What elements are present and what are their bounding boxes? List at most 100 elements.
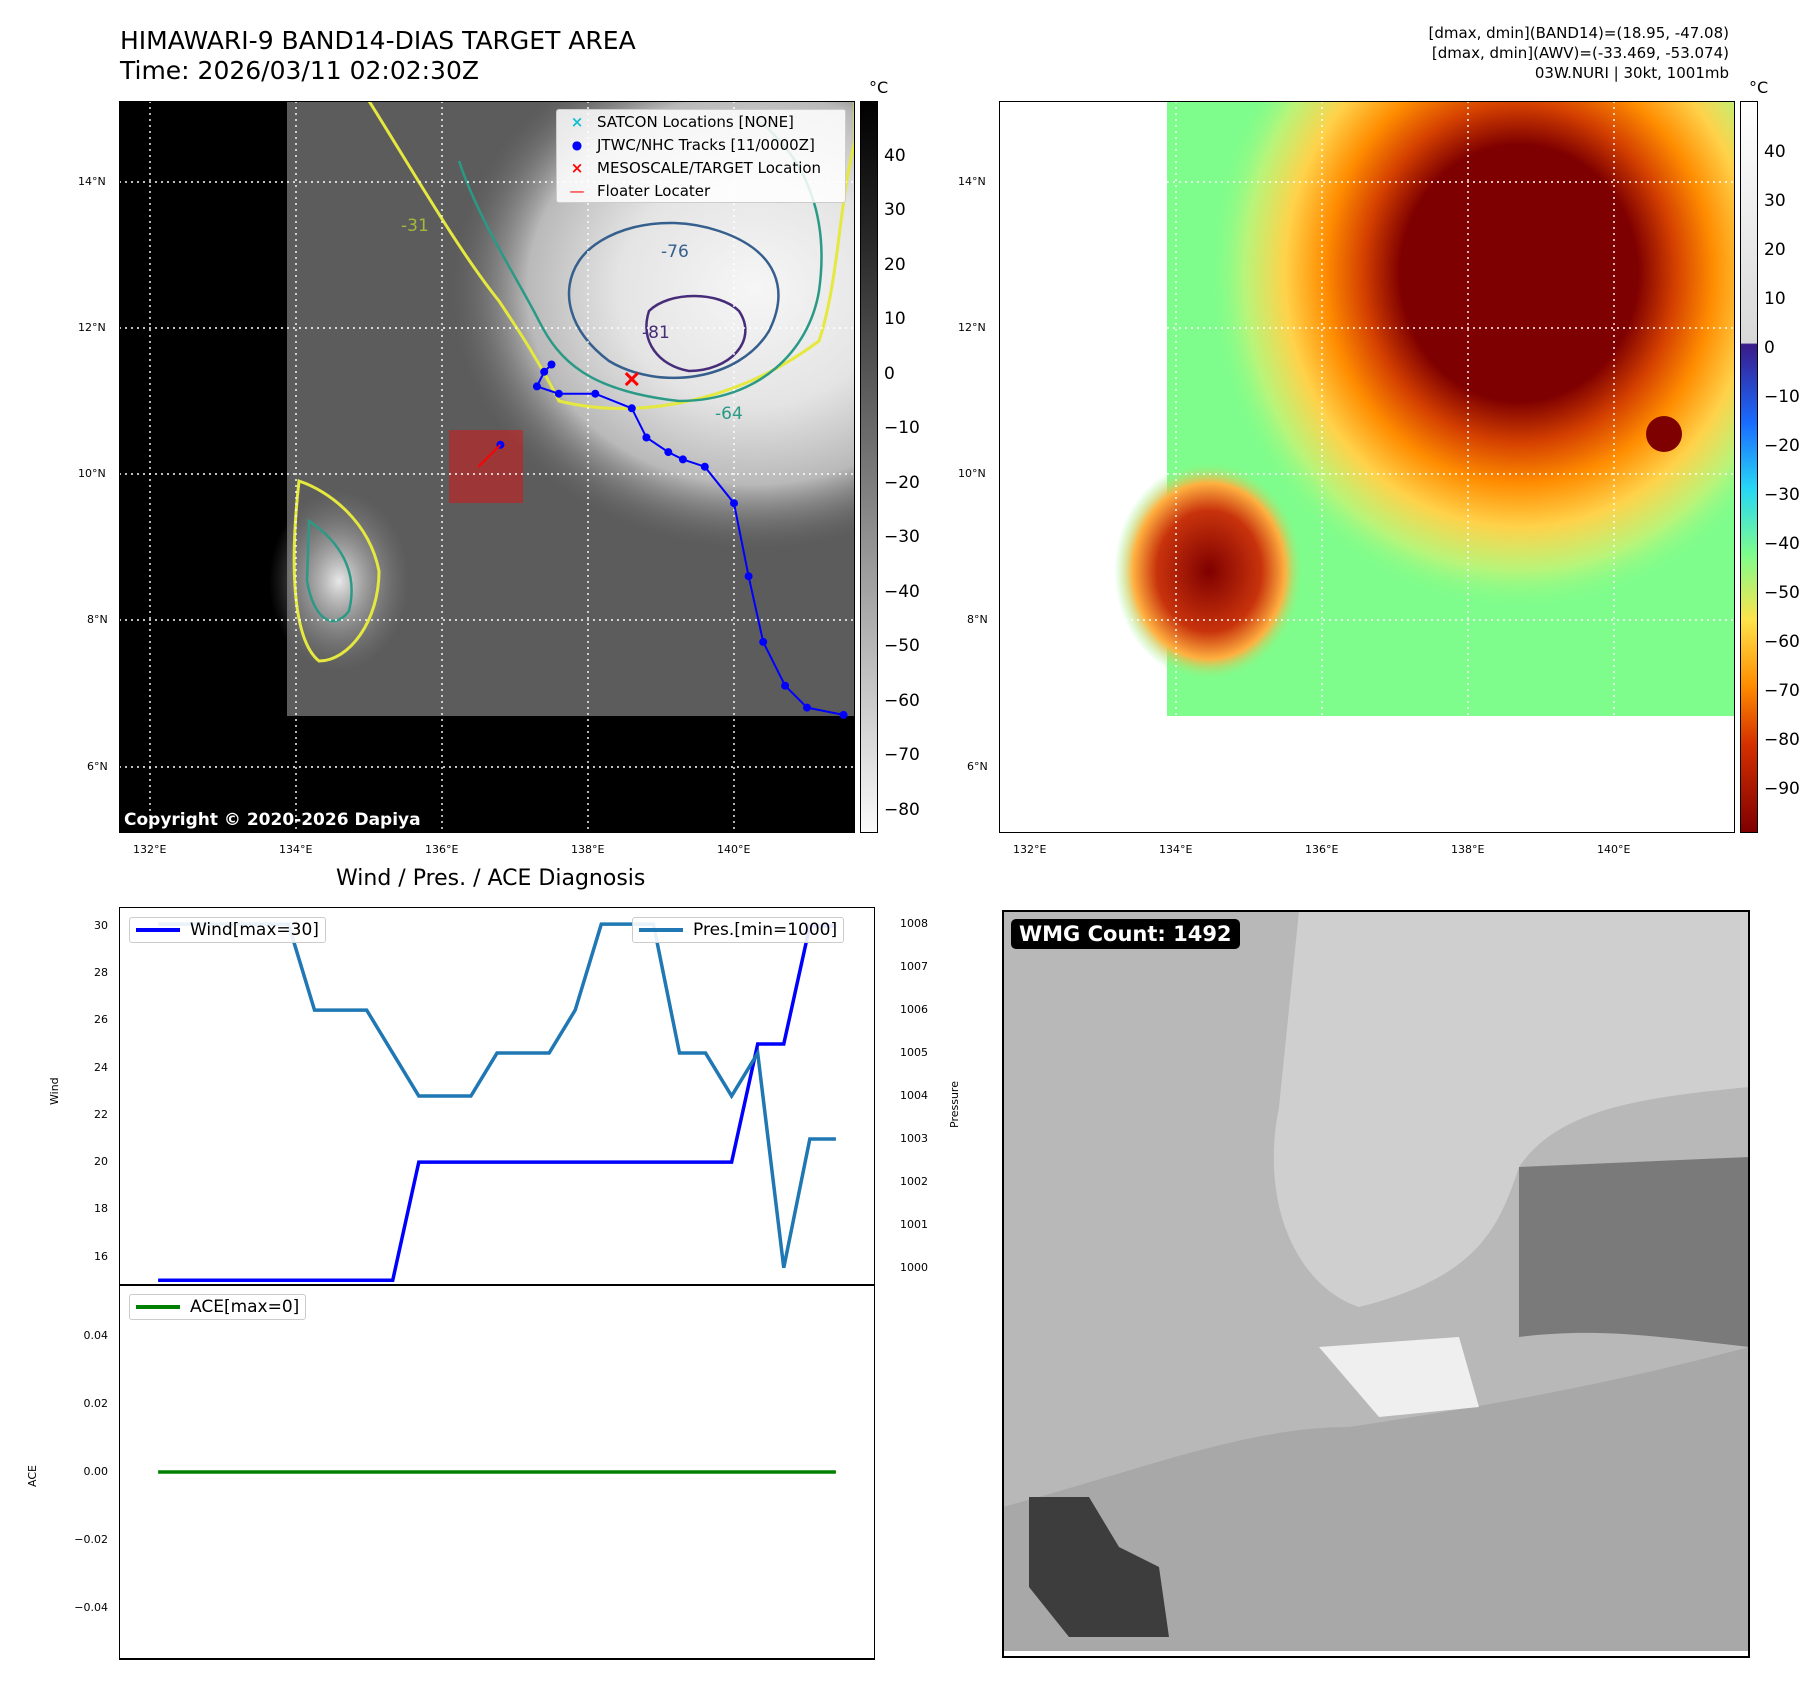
awv-west-core (1114, 461, 1304, 681)
colorbar-tick: 40 (884, 146, 906, 166)
wind-legend: Wind[max=30] (129, 917, 326, 943)
map-legend: × SATCON Locations [NONE] ● JTWC/NHC Track… (556, 109, 846, 203)
copyright: Copyright © 2020-2026 Dapiya (124, 810, 421, 830)
wmg-panel (999, 907, 1753, 1661)
target-marker (624, 372, 639, 387)
lon-tick-label: 136°E (1305, 843, 1339, 856)
pressure-tick-label: 1008 (900, 917, 928, 931)
pressure-tick-label: 1007 (900, 960, 928, 974)
legend-label: JTWC/NHC Tracks [11/0000Z] (597, 135, 815, 154)
contour-label: -64 (715, 404, 743, 424)
colorbar-tick: −80 (884, 800, 920, 820)
colorbar-tick: −80 (1764, 730, 1800, 750)
colorbar-tick: −30 (884, 527, 920, 547)
lat-tick-label: 8°N (967, 613, 988, 626)
track-line (535, 363, 844, 716)
wind-ylabel: Wind (48, 1077, 61, 1105)
wind-tick-label: 18 (94, 1202, 108, 1216)
pressure-tick-label: 1004 (900, 1089, 928, 1102)
colorbar-tick: −70 (1764, 681, 1800, 701)
lat-tick-label: 12°N (958, 321, 986, 334)
colorbar-tick: −50 (884, 636, 920, 656)
band14-colorbar (860, 101, 878, 833)
wmg-count-badge: WMG Count: 1492 (1011, 919, 1240, 949)
pressure-line (158, 922, 836, 1269)
colorbar-tick: −60 (884, 691, 920, 711)
wmg-bright-cell (1319, 1337, 1479, 1417)
track-point (839, 710, 848, 719)
colorbar-tick: 10 (884, 309, 906, 329)
wind-tick-label: 28 (94, 966, 108, 980)
pressure-tick-label: 1003 (900, 1131, 928, 1145)
legend-label: Floater Locater (597, 181, 711, 200)
legend-label: Pres.[min=1000] (693, 920, 838, 940)
track-point (803, 703, 811, 712)
wind-series-layer (158, 924, 836, 1283)
colorbar-tick: −60 (1764, 632, 1800, 652)
track-point (627, 404, 636, 413)
lon-tick-label: 132°E (1013, 843, 1047, 856)
wmg-dark-east (1519, 1157, 1749, 1347)
lat-tick-label: 14°N (958, 175, 986, 188)
x-marker-icon: × (570, 158, 584, 177)
lon-tick-label: 140°E (717, 843, 751, 856)
legend-label: MESOSCALE/TARGET Location (597, 158, 822, 177)
lat-tick-label: 10°N (78, 467, 106, 480)
wmg-dark-sw (1029, 1497, 1169, 1637)
floater-box (449, 430, 523, 503)
colorbar-tick: −50 (1764, 583, 1800, 603)
info-storm: 03W.NURI | 30kt, 1001mb (1534, 64, 1729, 82)
track-point (540, 367, 549, 376)
legend-line-icon (639, 928, 683, 932)
legend-line-icon (136, 928, 180, 932)
cold-cloud-shield (279, 101, 855, 661)
pressure-tick-label: 1006 (900, 1003, 928, 1017)
ace-tick-label: 0.02 (83, 1397, 109, 1410)
colorbar-tick: 30 (884, 200, 906, 220)
contour-label: -76 (661, 242, 689, 262)
colorbar-tick: −20 (884, 473, 920, 493)
ace-tick-label: 0.00 (83, 1465, 109, 1478)
ace-tick-label: 0.04 (83, 1329, 109, 1342)
track-point (730, 499, 738, 508)
colorbar-tick: 0 (1764, 338, 1775, 358)
lat-tick-label: 6°N (87, 760, 108, 773)
dot-marker-icon: ● (571, 137, 583, 152)
legend-jtwc: ● JTWC/NHC Tracks [11/0000Z] (557, 133, 845, 156)
track-point (547, 360, 556, 369)
contour-label: -81 (642, 323, 670, 343)
wind-tick-label: 20 (94, 1155, 108, 1169)
ace-tick-label: −0.04 (74, 1601, 108, 1614)
track-point (678, 455, 687, 464)
contour-west-teal (305, 518, 353, 623)
colorbar-tick: 40 (1764, 142, 1786, 162)
legend-label: Wind[max=30] (190, 920, 319, 940)
lat-tick-label: 10°N (958, 467, 986, 480)
pressure-tick-label: 1005 (900, 1046, 928, 1060)
pressure-tick-label: 1002 (900, 1174, 928, 1188)
wind-tick-label: 24 (94, 1060, 108, 1074)
ace-tick-label: −0.02 (74, 1533, 108, 1546)
lon-tick-label: 138°E (1451, 843, 1485, 856)
colorbar-unit: °C (869, 78, 889, 97)
lat-tick-label: 12°N (78, 321, 106, 334)
track-point (700, 462, 709, 471)
floater-line (477, 444, 502, 468)
colorbar-tick: −10 (1764, 387, 1800, 407)
legend-label: ACE[max=0] (190, 1297, 300, 1317)
track-point (664, 448, 673, 457)
legend-target: × MESOSCALE/TARGET Location (557, 156, 845, 179)
lon-tick-label: 134°E (1159, 843, 1193, 856)
colorbar-tick: −30 (1764, 485, 1800, 505)
contour-west-yellow (292, 478, 381, 663)
colorbar-tick: −40 (884, 582, 920, 602)
contour-purple (645, 294, 747, 373)
lon-tick-label: 140°E (1597, 843, 1631, 856)
contour-blue (567, 221, 780, 380)
pressure-tick-label: 1001 (900, 1217, 928, 1231)
contour-yellow (367, 101, 855, 410)
colorbar-tick: −90 (1764, 779, 1800, 799)
track-point (781, 681, 790, 690)
colorbar-tick: 0 (884, 364, 895, 384)
ace-ylabel: ACE (26, 1465, 39, 1487)
